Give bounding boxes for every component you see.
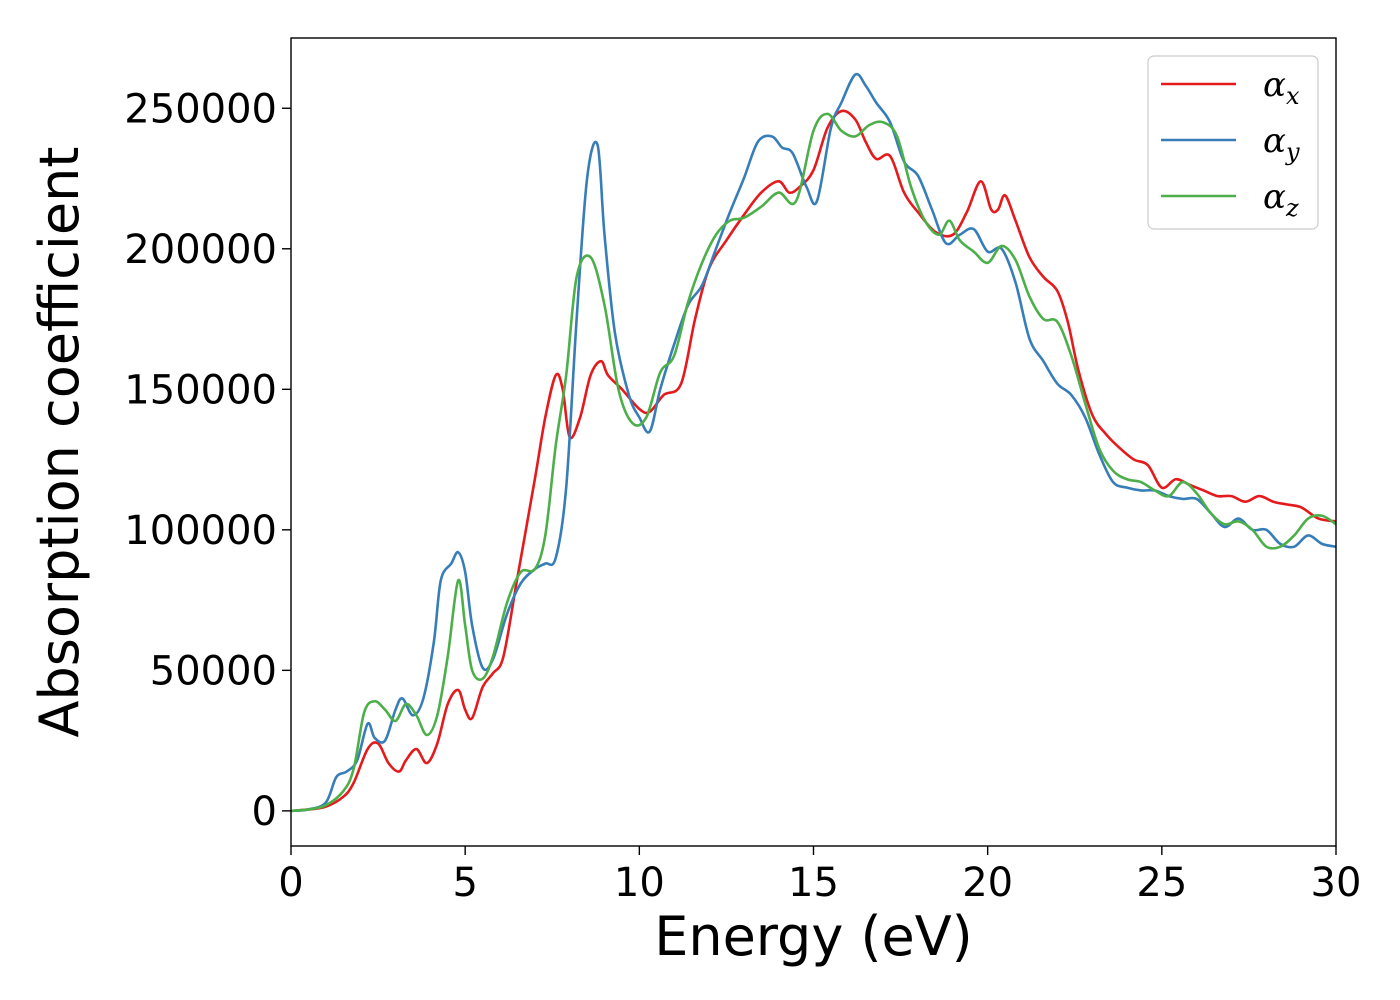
y-tick-label: 50000	[150, 648, 277, 694]
x-tick-label: 30	[1311, 860, 1362, 906]
x-tick-label: 20	[962, 860, 1013, 906]
x-tick-label: 25	[1136, 860, 1187, 906]
y-axis: 0 50000 100000 150000 200000 250000	[124, 86, 291, 835]
x-tick-label: 15	[788, 860, 839, 906]
series-line-alpha-z	[291, 112, 1336, 813]
x-axis-title: Energy (eV)	[654, 905, 973, 968]
series-line-alpha-y	[291, 72, 1336, 813]
series-layer	[291, 72, 1336, 813]
x-tick-label: 5	[452, 860, 477, 906]
y-tick-label: 100000	[124, 508, 277, 554]
y-axis-title: Absorption coefficient	[28, 147, 91, 738]
legend-box	[1147, 55, 1319, 230]
x-axis: 0 5 10 15 20 25 30	[278, 846, 1361, 906]
y-tick-label: 0	[252, 789, 277, 835]
y-tick-label: 200000	[124, 227, 277, 273]
y-tick-label: 250000	[124, 86, 277, 132]
y-tick-label: 150000	[124, 367, 277, 413]
x-tick-label: 10	[614, 860, 665, 906]
series-line-alpha-x	[291, 109, 1336, 813]
x-tick-label: 0	[278, 860, 303, 906]
